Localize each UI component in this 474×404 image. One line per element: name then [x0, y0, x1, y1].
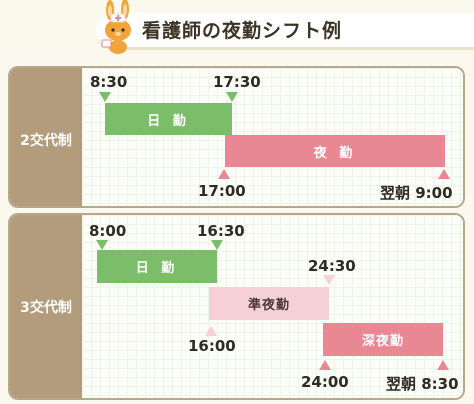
panel-side	[10, 215, 82, 398]
title-bar: 看護師の夜勤シフト例	[0, 0, 474, 56]
deep-night-shift-label: 深夜勤	[361, 334, 404, 349]
semi-night-end-time: 24:30	[308, 257, 356, 275]
day-shift-label: 日 勤	[135, 261, 179, 276]
night-start-time: 17:00	[198, 182, 246, 200]
deep-night-start-time: 24:00	[301, 373, 349, 391]
rabbit-nurse-icon	[101, 0, 131, 54]
day-end-marker	[211, 240, 223, 250]
day-shift-bar: 日 勤	[97, 250, 217, 283]
deep-night-end-time: 翌朝 8:30	[386, 375, 459, 393]
day-start-time: 8:30	[90, 73, 128, 91]
two-shift-panel: 2交代制 8:30 17:30 日 勤 夜 勤 17:00 翌朝 9:00	[8, 66, 465, 208]
night-shift-bar: 夜 勤	[225, 135, 445, 167]
day-shift-bar: 日 勤	[105, 103, 232, 135]
day-start-marker	[96, 240, 108, 250]
deep-night-shift-bar: 深夜勤	[323, 323, 443, 356]
night-end-marker	[438, 169, 450, 179]
semi-night-end-marker	[323, 275, 335, 285]
semi-night-shift-bar: 準夜勤	[209, 287, 329, 320]
night-start-marker	[218, 169, 230, 179]
day-end-time: 16:30	[197, 222, 245, 240]
semi-night-shift-label: 準夜勤	[247, 298, 290, 313]
page-title: 看護師の夜勤シフト例	[142, 20, 343, 42]
two-shift-label: 2交代制	[20, 133, 72, 149]
day-start-marker	[99, 92, 111, 102]
three-shift-panel: 3交代制 8:00 16:30 日 勤 24:30 準夜勤 16:00 深夜勤 …	[8, 213, 465, 400]
day-end-time: 17:30	[213, 73, 261, 91]
day-start-time: 8:00	[89, 222, 127, 240]
day-end-marker	[226, 92, 238, 102]
day-shift-label: 日 勤	[147, 113, 190, 129]
three-shift-label: 3交代制	[20, 300, 72, 316]
deep-night-start-marker	[319, 360, 331, 370]
panel-side	[10, 68, 82, 206]
semi-night-start-time: 16:00	[188, 337, 236, 355]
night-end-time: 翌朝 9:00	[380, 184, 453, 202]
deep-night-end-marker	[437, 360, 449, 370]
night-shift-label: 夜 勤	[313, 145, 357, 161]
title-band	[96, 13, 474, 50]
semi-night-start-marker	[205, 326, 217, 336]
